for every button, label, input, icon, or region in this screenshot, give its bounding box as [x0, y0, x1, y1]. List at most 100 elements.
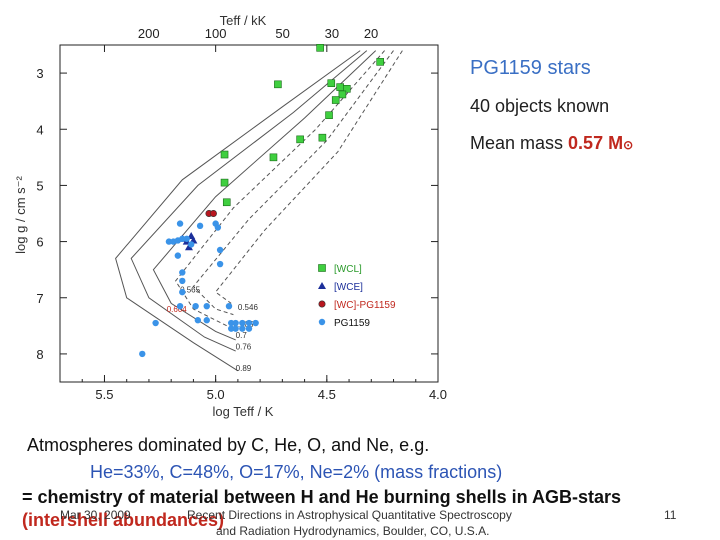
track-label: 0.604: [167, 305, 188, 314]
data-point: [296, 135, 304, 144]
y-axis-label: log g / cm s⁻²: [13, 176, 28, 254]
data-point: [331, 96, 340, 104]
footer-date: Mar 30, 2009: [60, 508, 131, 522]
top-tick-label: 30: [325, 26, 339, 41]
legend-label: [WCE]: [334, 282, 363, 293]
data-point: [196, 222, 204, 230]
x-tick-label: 5.5: [95, 387, 113, 402]
data-point: [220, 178, 229, 187]
data-point: [338, 90, 347, 99]
plot-axes: 5.5 5.0 4.5 4.0 3 4 5 6 7 8 200 100 50 30 20 0.604 0.565…: [36, 26, 447, 402]
track-label: 0.565: [180, 286, 201, 295]
data-point: [176, 302, 184, 310]
y-tick-label: 8: [36, 347, 43, 362]
footer-page-number: 11: [664, 508, 677, 522]
x-axis-label: log Teff / K: [213, 404, 274, 419]
mean-mass: Mean mass 0.57 M⊙: [470, 133, 633, 154]
evolution-track: [130, 50, 368, 352]
data-point: [203, 317, 210, 324]
footer-conference-2: and Radiation Hydrodynamics, Boulder, CO…: [216, 524, 490, 538]
y-tick-label: 3: [36, 66, 43, 81]
top-tick-label: 100: [205, 26, 227, 41]
data-point: [245, 319, 253, 327]
data-point: [222, 198, 231, 207]
footer-conference-1: Recent Directions in Astrophysical Quant…: [187, 508, 512, 522]
y-tick-label: 7: [36, 291, 43, 306]
mean-mass-value: 0.57 M: [568, 133, 624, 153]
data-point: [174, 252, 182, 259]
data-point: [225, 302, 233, 310]
track-label: 0.546: [238, 303, 259, 312]
data-point: [343, 85, 351, 93]
data-point: [228, 325, 235, 332]
data-point: [232, 319, 239, 327]
x-tick-label: 4.5: [318, 387, 336, 402]
data-point: [184, 243, 193, 251]
y-tick-label: 4: [36, 122, 43, 137]
top-axis-label: Teff / kK: [220, 13, 267, 28]
evolution-track: [152, 50, 377, 341]
data-point: [192, 302, 199, 310]
data-point: [220, 150, 229, 159]
legend-marker: [318, 282, 326, 289]
data-point: [176, 220, 184, 227]
data-point: [245, 325, 253, 332]
mean-mass-label: Mean mass: [470, 133, 569, 153]
y-tick-label: 5: [36, 178, 43, 193]
data-point: [239, 319, 246, 327]
data-point: [179, 269, 186, 276]
data-point: [325, 111, 333, 120]
data-point: [336, 83, 344, 91]
legend-label: PG1159: [334, 318, 370, 329]
data-points: [139, 44, 384, 358]
top-tick-label: 20: [364, 26, 378, 41]
data-point: [216, 260, 224, 268]
data-point: [376, 58, 384, 66]
track-label: 0.76: [236, 342, 252, 351]
track-label: 0.89: [236, 364, 252, 373]
data-point: [187, 241, 195, 248]
legend-label: [WC]-PG1159: [334, 300, 396, 311]
text-line-1: Atmospheres dominated by C, He, O, and N…: [27, 435, 430, 455]
legend-marker: [318, 318, 326, 326]
legend: [WCL] [WCE] [WC]-PG1159 PG1159: [318, 264, 396, 329]
y-tick-label: 6: [36, 235, 43, 250]
legend-marker: [318, 264, 326, 272]
data-point: [252, 319, 259, 327]
plot-frame: [59, 44, 439, 383]
top-tick-label: 50: [275, 26, 289, 41]
x-tick-label: 5.0: [207, 387, 225, 402]
legend-marker: [318, 300, 326, 308]
data-point: [274, 80, 282, 89]
data-point: [316, 44, 324, 52]
data-point: [139, 350, 146, 358]
data-point: [214, 224, 222, 231]
legend-label: [WCL]: [334, 264, 362, 275]
data-point: [327, 79, 336, 87]
data-point: [203, 302, 210, 310]
top-tick-label: 200: [138, 26, 160, 41]
text-line-3: = chemistry of material between H and He…: [22, 487, 621, 507]
evolution-track: [214, 50, 403, 304]
data-point: [228, 319, 235, 327]
panel-title: PG1159 stars: [470, 57, 591, 79]
data-point: [179, 235, 186, 242]
object-count: 40 objects known: [470, 96, 610, 116]
text-line-4: (intershell abundances): [22, 510, 225, 530]
text-line-2: He=33%, C=48%, O=17%, Ne=2% (mass fracti…: [90, 462, 503, 482]
data-point: [152, 319, 159, 327]
data-point: [183, 235, 190, 242]
evolution-track: [115, 50, 361, 372]
data-point: [165, 238, 173, 245]
data-point: [239, 325, 246, 332]
data-point: [216, 246, 224, 254]
track-label: 0.7: [236, 331, 248, 340]
data-point: [269, 153, 278, 162]
data-point: [179, 288, 186, 296]
data-point: [194, 317, 202, 324]
data-point: [179, 277, 186, 285]
data-point: [318, 133, 327, 142]
data-point: [209, 210, 217, 218]
solar-symbol: ⊙: [623, 138, 634, 152]
